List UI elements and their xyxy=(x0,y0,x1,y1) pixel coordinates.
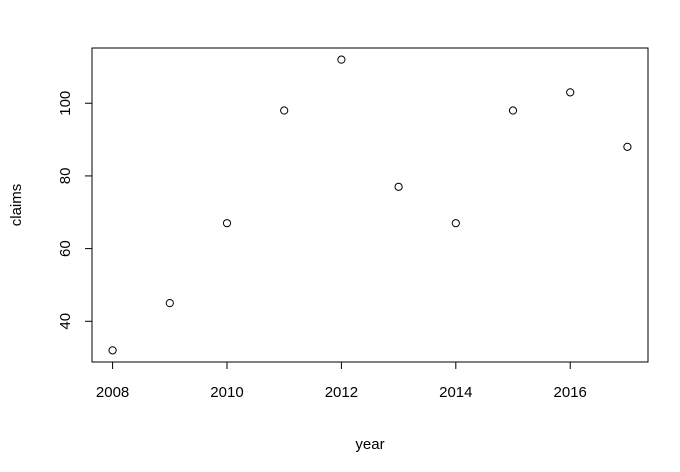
x-tick-label: 2016 xyxy=(554,384,587,401)
y-tick-label: 40 xyxy=(57,313,74,330)
x-tick-label: 2014 xyxy=(439,384,472,401)
data-point xyxy=(394,182,403,191)
data-point xyxy=(508,106,518,115)
y-tick-label: 60 xyxy=(57,240,74,257)
x-axis-title: year xyxy=(355,436,384,453)
data-point xyxy=(165,299,174,308)
y-tick-label: 80 xyxy=(57,168,74,185)
y-axis: 40 60 80 100 xyxy=(57,91,93,330)
x-tick-label: 2012 xyxy=(325,384,358,401)
x-axis: 2008 2010 2012 2014 2016 xyxy=(96,361,587,401)
data-point xyxy=(108,346,117,355)
data-point xyxy=(337,55,346,64)
x-tick-label: 2008 xyxy=(96,384,129,401)
y-tick-label: 100 xyxy=(57,91,74,116)
data-points xyxy=(108,55,632,355)
data-point xyxy=(451,219,460,228)
y-axis-title: claims xyxy=(8,184,25,227)
data-point xyxy=(623,142,632,151)
data-point xyxy=(222,219,232,228)
x-tick-label: 2010 xyxy=(210,384,243,401)
data-point xyxy=(280,106,289,115)
plot-frame xyxy=(91,47,649,363)
data-point xyxy=(566,88,575,97)
